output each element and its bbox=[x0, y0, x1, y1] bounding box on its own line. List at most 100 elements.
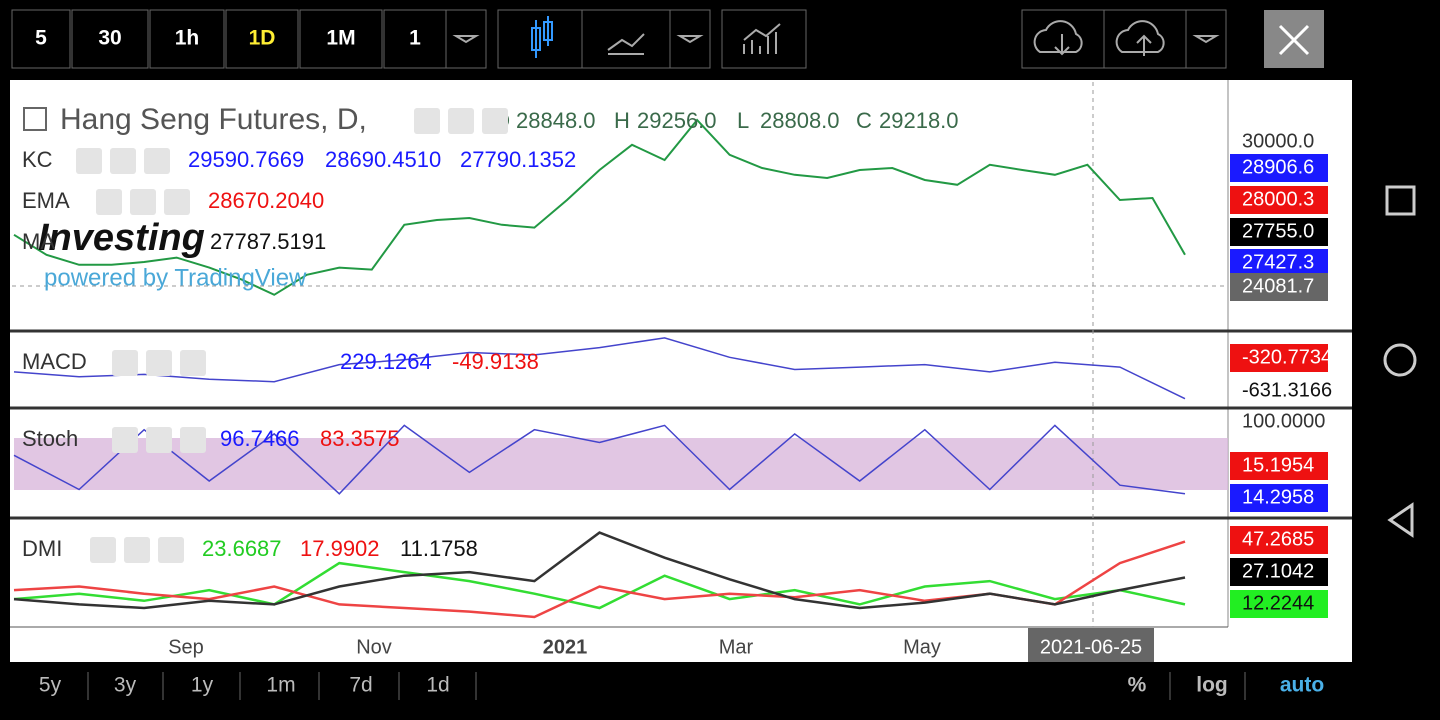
stoch-band bbox=[14, 438, 1228, 490]
price-tag: 30000.0 bbox=[1242, 130, 1314, 152]
interval-button[interactable]: 5 bbox=[11, 9, 71, 69]
range-button[interactable]: 1m bbox=[266, 674, 295, 697]
legend-gear-icon[interactable] bbox=[146, 427, 172, 453]
price-line bbox=[13, 118, 1186, 296]
scale-option[interactable]: log bbox=[1196, 674, 1228, 697]
time-label: Mar bbox=[719, 636, 754, 658]
indicators-button[interactable] bbox=[721, 9, 807, 69]
legend-close-icon[interactable] bbox=[158, 537, 184, 563]
range-button[interactable]: 3y bbox=[114, 674, 137, 697]
button-bg bbox=[71, 9, 149, 69]
legend-eye-icon[interactable] bbox=[112, 350, 138, 376]
interval-button[interactable]: 1M bbox=[299, 9, 383, 69]
legend-eye-icon[interactable] bbox=[90, 537, 116, 563]
legend-eye-icon[interactable] bbox=[112, 427, 138, 453]
price-tag: 12.2244 bbox=[1242, 592, 1314, 614]
range-button[interactable]: 1y bbox=[191, 674, 214, 697]
ohlc-value: 28848.0 bbox=[516, 108, 596, 133]
interval-button[interactable]: 30 bbox=[71, 9, 149, 69]
interval-label: 1 bbox=[409, 27, 421, 50]
legend-eye-icon[interactable] bbox=[414, 108, 440, 134]
price-tag: 27427.3 bbox=[1242, 251, 1314, 273]
range-button[interactable]: 5y bbox=[39, 674, 62, 697]
line-type-button[interactable] bbox=[581, 9, 671, 69]
button-bg bbox=[383, 9, 447, 69]
price-tag-bg bbox=[1230, 526, 1328, 554]
interval-button[interactable]: 1h bbox=[149, 9, 225, 69]
price-tag-bg bbox=[1230, 484, 1328, 512]
indicator-value: -49.9138 bbox=[452, 349, 539, 374]
button-bg bbox=[669, 9, 711, 69]
button-bg bbox=[581, 9, 671, 69]
button-icon bbox=[452, 35, 480, 44]
button-bg bbox=[445, 9, 487, 69]
indicator-name: DMI bbox=[22, 536, 62, 561]
content: 5 30 1h 1D 1M 1 Investing powered by TradingVie… bbox=[11, 9, 1332, 700]
indicator-name: MA bbox=[22, 229, 55, 254]
legend-gear-icon[interactable] bbox=[110, 148, 136, 174]
ohlc-value: 28808.0 bbox=[760, 108, 840, 133]
interval-label: 1M bbox=[326, 27, 355, 50]
watermark-tagline: powered by TradingView bbox=[44, 264, 307, 291]
indicator-value: 28670.2040 bbox=[208, 188, 324, 213]
legend-eye-icon[interactable] bbox=[76, 148, 102, 174]
nav-home[interactable] bbox=[1383, 343, 1417, 377]
range-button[interactable]: 7d bbox=[349, 674, 372, 697]
cloud-dropdown[interactable] bbox=[1185, 9, 1227, 69]
upload-button[interactable] bbox=[1103, 9, 1187, 69]
button-bg bbox=[11, 9, 71, 69]
indicator-value: 23.6687 bbox=[202, 536, 282, 561]
button-bg bbox=[1185, 9, 1227, 69]
indicator-name: EMA bbox=[22, 188, 70, 213]
interval-dropdown[interactable] bbox=[445, 9, 487, 69]
dmi-line bbox=[13, 531, 1186, 610]
legend-gear-icon[interactable] bbox=[146, 350, 172, 376]
interval-label: 1D bbox=[249, 27, 276, 50]
candle-type-button[interactable] bbox=[497, 9, 583, 69]
close-button[interactable] bbox=[1264, 10, 1324, 68]
legend-close-icon[interactable] bbox=[180, 350, 206, 376]
legend-eye-icon[interactable] bbox=[96, 189, 122, 215]
ohlc-key: C bbox=[856, 108, 872, 133]
indicator-value: 27787.5191 bbox=[210, 229, 326, 254]
watermark-brand: Investing bbox=[38, 217, 205, 259]
button-bg bbox=[149, 9, 225, 69]
crosshair-date: 2021-06-25 bbox=[1040, 636, 1142, 658]
legend-gear-icon[interactable] bbox=[124, 537, 150, 563]
nav-recent[interactable] bbox=[1385, 185, 1416, 216]
legend-close-icon[interactable] bbox=[180, 427, 206, 453]
price-tag: 15.1954 bbox=[1242, 454, 1314, 476]
button-icon bbox=[743, 23, 781, 54]
price-tag: 100.0000 bbox=[1242, 410, 1325, 432]
ohlc-key: H bbox=[614, 108, 630, 133]
legend-close-icon[interactable] bbox=[164, 189, 190, 215]
legend-gear-icon[interactable] bbox=[130, 189, 156, 215]
price-tag: 28906.6 bbox=[1242, 156, 1314, 178]
scale-option[interactable]: % bbox=[1128, 674, 1147, 697]
download-button[interactable] bbox=[1021, 9, 1105, 69]
ohlc-key: L bbox=[737, 108, 749, 133]
dmi-line bbox=[13, 561, 1186, 610]
price-tag: 28000.3 bbox=[1242, 188, 1314, 210]
price-tag-bg bbox=[1230, 273, 1328, 301]
indicator-value: 96.7466 bbox=[220, 426, 300, 451]
interval-button[interactable]: 1 bbox=[383, 9, 447, 69]
interval-label: 1h bbox=[175, 27, 200, 50]
legend-gear-icon[interactable] bbox=[448, 108, 474, 134]
price-tag: -631.3166 bbox=[1242, 379, 1332, 401]
price-tag-bg bbox=[1230, 344, 1328, 372]
button-icon bbox=[1033, 20, 1083, 56]
range-button[interactable]: 1d bbox=[426, 674, 449, 697]
legend-close-icon[interactable] bbox=[482, 108, 508, 134]
legend-close-icon[interactable] bbox=[144, 148, 170, 174]
crosshair-date-bg bbox=[1028, 628, 1154, 662]
nav-back[interactable] bbox=[1387, 502, 1414, 538]
type-dropdown[interactable] bbox=[669, 9, 711, 69]
interval-button[interactable]: 1D bbox=[225, 9, 299, 69]
time-label: May bbox=[903, 636, 941, 658]
price-tag-bg bbox=[1230, 218, 1328, 246]
scale-option[interactable]: auto bbox=[1280, 674, 1324, 697]
macd-line bbox=[13, 337, 1186, 400]
